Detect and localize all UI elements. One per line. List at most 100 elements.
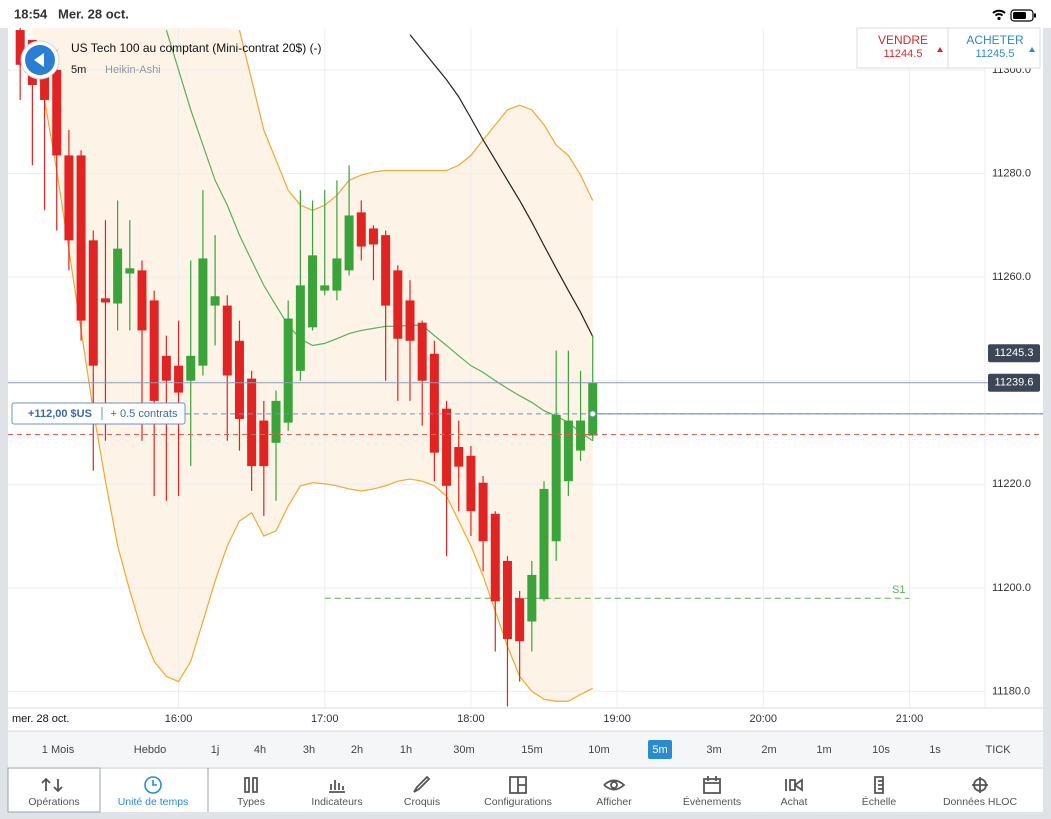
timeframe-label: 30m bbox=[453, 744, 474, 756]
toolbar-item[interactable]: Évènements bbox=[683, 776, 741, 808]
timeframe-option[interactable]: 2h bbox=[351, 744, 363, 756]
candle-body bbox=[588, 382, 598, 436]
toolbar-icon bbox=[874, 776, 884, 794]
timeframe-label: 5m bbox=[652, 744, 667, 756]
toolbar-item[interactable]: Achat bbox=[781, 778, 808, 808]
y-tick-label: 11200.0 bbox=[992, 582, 1031, 594]
quote-box bbox=[856, 27, 1041, 69]
buy-button[interactable]: ACHETER 11245.5 bbox=[966, 33, 1035, 60]
candle-body bbox=[149, 300, 159, 401]
position-badge[interactable]: +112,00 $US + 0.5 contrats bbox=[11, 402, 186, 425]
timeframe-option[interactable]: 15m bbox=[521, 744, 542, 756]
timeframe-option[interactable]: 1 Mois bbox=[42, 744, 75, 756]
toolbar-item[interactable]: Données HLOC bbox=[943, 777, 1018, 808]
toolbar-icon bbox=[972, 777, 988, 793]
candle-body bbox=[576, 420, 586, 451]
toolbar-item[interactable]: Configurations bbox=[484, 776, 552, 808]
candle-body bbox=[527, 574, 537, 622]
position-profit: +112,00 $US bbox=[28, 408, 92, 420]
price-tag bbox=[988, 344, 1040, 363]
timeframe-option[interactable]: 1j bbox=[211, 744, 220, 756]
candle-body bbox=[502, 560, 512, 640]
candle-body bbox=[76, 155, 86, 321]
toolbar-label: Opérations bbox=[28, 796, 79, 808]
toolbar-icon bbox=[41, 777, 63, 793]
candle-body bbox=[308, 255, 318, 328]
back-button[interactable] bbox=[20, 40, 60, 80]
timeframe-label: Hebdo bbox=[134, 744, 166, 756]
candle-body bbox=[429, 353, 439, 453]
candle-body bbox=[442, 408, 452, 486]
candle-body bbox=[222, 305, 232, 376]
timeframe-option[interactable]: 10m bbox=[588, 744, 609, 756]
candle-body bbox=[174, 365, 184, 393]
candle-body bbox=[40, 64, 50, 100]
candle-body bbox=[125, 268, 135, 274]
timeframe-option[interactable]: 3m bbox=[706, 744, 721, 756]
x-tick-label: 21:00 bbox=[896, 713, 924, 725]
timeframe-option[interactable]: 10s bbox=[872, 744, 890, 756]
timeframe-label: 15m bbox=[521, 744, 542, 756]
x-tick-label: 19:00 bbox=[603, 713, 631, 725]
toolbar-label: Afficher bbox=[596, 796, 632, 808]
x-tick-label: 16:00 bbox=[165, 713, 193, 725]
x-tick-label: 17:00 bbox=[311, 713, 339, 725]
toolbar-icon bbox=[413, 775, 431, 793]
timeframe-label: 1h bbox=[400, 744, 412, 756]
timeframe-bar bbox=[8, 731, 1043, 767]
toolbar-item[interactable]: Opérations bbox=[7, 767, 101, 813]
tab-outline bbox=[7, 767, 101, 813]
buy-price: 11245.5 bbox=[976, 48, 1015, 60]
candle-body bbox=[64, 155, 74, 241]
timeframe-option[interactable]: 1h bbox=[400, 744, 412, 756]
toolbar-label: Croquis bbox=[404, 796, 440, 808]
timeframe-option[interactable]: 30m bbox=[453, 744, 474, 756]
toolbar-icon bbox=[144, 776, 162, 794]
toolbar-label: Configurations bbox=[484, 796, 552, 808]
candle-body bbox=[137, 270, 147, 331]
indicator-line bbox=[238, 29, 594, 211]
candle-body bbox=[368, 228, 378, 245]
candle-body bbox=[161, 355, 171, 381]
toolbar-item[interactable]: Types bbox=[237, 777, 265, 808]
timeframe-option[interactable]: 1s bbox=[929, 744, 941, 756]
candle-body bbox=[88, 240, 98, 366]
instrument-name: US Tech 100 au comptant (Mini-contrat 20… bbox=[71, 41, 322, 55]
toolbar-item[interactable]: Indicateurs bbox=[311, 780, 363, 808]
chart-style: Heikin-Ashi bbox=[105, 64, 161, 76]
timeframe-option[interactable]: TICK bbox=[985, 744, 1011, 756]
candle-body bbox=[210, 296, 220, 306]
sell-button[interactable]: VENDRE 11244.5 bbox=[878, 33, 943, 60]
toolbar: Opérations Unité de temps Types Indicateurs… bbox=[7, 767, 1018, 813]
x-tick-label: 20:00 bbox=[750, 713, 778, 725]
toolbar-item[interactable]: Croquis bbox=[404, 775, 440, 808]
timeframe-option[interactable]: 5m bbox=[648, 740, 672, 759]
toolbar-icon bbox=[509, 776, 527, 794]
candle-body bbox=[478, 482, 488, 542]
timeframe-option[interactable]: Hebdo bbox=[134, 744, 166, 756]
candle-body bbox=[271, 400, 281, 443]
candle-body bbox=[15, 30, 25, 65]
toolbar-label: Évènements bbox=[683, 795, 741, 808]
indicator-line bbox=[409, 34, 594, 337]
timeframe-label: 10m bbox=[588, 744, 609, 756]
y-tick-label: 11220.0 bbox=[992, 478, 1031, 490]
timeframe-option[interactable]: 3h bbox=[303, 744, 315, 756]
timeframe-option[interactable]: 4h bbox=[254, 744, 266, 756]
toolbar-label: Données HLOC bbox=[943, 796, 1018, 808]
toolbar-item[interactable]: Échelle bbox=[862, 776, 897, 808]
toolbar-icon bbox=[244, 777, 258, 793]
candle-body bbox=[247, 378, 257, 467]
indicator-line bbox=[31, 49, 594, 702]
indicator-line bbox=[165, 29, 594, 442]
timeframe-option[interactable]: 2m bbox=[761, 744, 776, 756]
y-tick-label: 11180.0 bbox=[992, 685, 1030, 697]
timeframe-label: 2m bbox=[761, 744, 776, 756]
candle-body bbox=[551, 414, 561, 542]
candle-body bbox=[52, 69, 62, 156]
timeframe-label: 1j bbox=[211, 744, 220, 756]
toolbar-item[interactable]: Afficher bbox=[596, 779, 632, 808]
timeframe-option[interactable]: 1m bbox=[816, 744, 831, 756]
toolbar-item[interactable]: Unité de temps bbox=[118, 776, 189, 808]
candle-body bbox=[466, 455, 476, 512]
